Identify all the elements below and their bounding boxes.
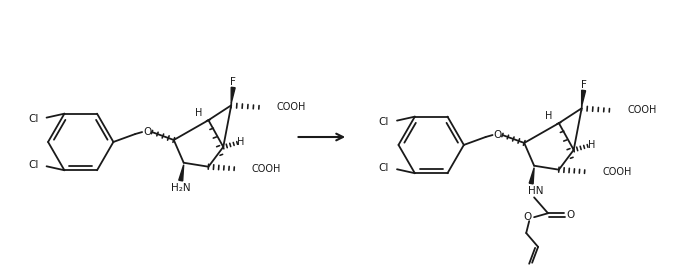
Text: O: O	[493, 130, 502, 140]
Text: F: F	[581, 79, 586, 89]
Polygon shape	[582, 90, 586, 106]
Text: COOH: COOH	[603, 167, 632, 177]
Polygon shape	[231, 87, 235, 103]
Text: Cl: Cl	[379, 163, 389, 173]
Text: H: H	[195, 108, 202, 118]
Text: F: F	[230, 76, 236, 87]
Text: O: O	[523, 212, 531, 222]
Text: Cl: Cl	[28, 160, 38, 170]
Text: HN: HN	[528, 187, 544, 197]
Text: O: O	[567, 210, 575, 220]
Text: H: H	[545, 111, 553, 121]
Text: H₂N: H₂N	[171, 184, 191, 193]
Text: Cl: Cl	[379, 116, 389, 127]
Polygon shape	[179, 165, 184, 181]
Text: COOH: COOH	[277, 102, 306, 112]
Polygon shape	[529, 168, 534, 184]
Text: COOH: COOH	[627, 105, 656, 115]
Text: Cl: Cl	[28, 114, 38, 124]
Text: O: O	[143, 127, 151, 137]
Text: H: H	[588, 140, 596, 150]
Text: COOH: COOH	[252, 164, 282, 174]
Text: H: H	[238, 137, 245, 147]
